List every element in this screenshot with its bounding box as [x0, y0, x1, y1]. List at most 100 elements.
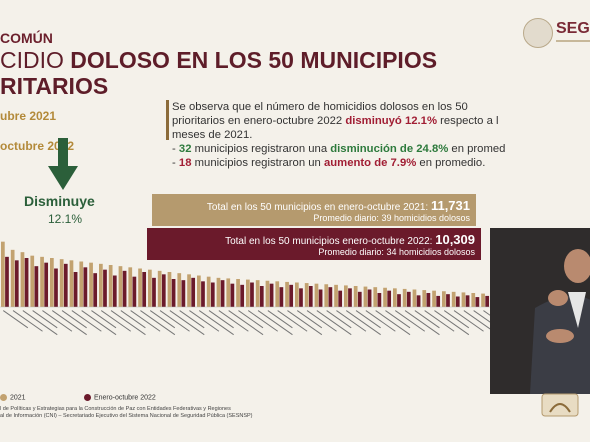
- category-label: [100, 310, 132, 332]
- category-label: [81, 310, 117, 336]
- down-arrow-icon: [48, 138, 78, 190]
- bar-2021: [246, 279, 250, 307]
- category-label: [277, 310, 308, 332]
- bar-2022: [269, 283, 274, 307]
- category-label: [463, 310, 490, 336]
- bar-2021: [197, 275, 201, 307]
- bar-2021: [128, 267, 133, 307]
- bar-2021: [40, 256, 44, 307]
- bar-2022: [318, 289, 323, 307]
- bar-2021: [324, 284, 329, 307]
- bar-2022: [5, 256, 9, 307]
- category-label: [208, 310, 234, 329]
- summary-line-2: prioritarios en enero-octubre 2022 dismi…: [172, 115, 499, 127]
- bar-2021: [187, 274, 191, 307]
- category-label: [169, 310, 205, 336]
- total-2021-box: Total en los 50 municipios en enero-octu…: [152, 194, 476, 226]
- category-label: [394, 310, 426, 332]
- bar-2022: [132, 276, 137, 307]
- category-label: [91, 310, 117, 329]
- bar-2021: [461, 292, 466, 307]
- speaker-video: [490, 228, 590, 394]
- bar-2021: [422, 290, 427, 307]
- bar-2021: [442, 291, 446, 307]
- source-line-2: al de Información (CNI) – Secretariado E…: [0, 413, 253, 419]
- bar-2022: [308, 286, 313, 307]
- category-label: [22, 310, 58, 336]
- bar-2021: [50, 258, 54, 307]
- bar-2021: [373, 287, 378, 307]
- category-label: [149, 310, 176, 329]
- bar-2022: [201, 281, 205, 307]
- bar-2021: [255, 280, 260, 307]
- chart-legend: 2021 Enero-octubre 2022: [0, 394, 156, 401]
- category-label: [287, 310, 323, 336]
- bar-2021: [118, 266, 123, 307]
- bar-2021: [79, 261, 84, 307]
- bar-2021: [481, 293, 485, 307]
- bar-2022: [191, 277, 196, 307]
- total-2022-line: Total en los 50 municipios enero-octubre…: [225, 232, 475, 247]
- title-light: CIDIO: [0, 47, 64, 73]
- summary-accent-line: [166, 100, 169, 140]
- legend-2021-swatch: [0, 394, 7, 401]
- category-label: [306, 310, 337, 332]
- bar-2021: [10, 249, 15, 307]
- category-label: [12, 310, 43, 332]
- bar-2021: [383, 287, 387, 307]
- bar-2022: [152, 277, 156, 307]
- category-label: [140, 310, 176, 336]
- bar-2022: [250, 282, 254, 307]
- category-label: [247, 310, 279, 332]
- bar-2022: [387, 290, 392, 307]
- bar-2021: [226, 278, 231, 307]
- bar-2022: [210, 282, 215, 307]
- bar-2022: [348, 288, 352, 307]
- bar-2022: [73, 272, 78, 307]
- slide-title: CIDIO DOLOSO EN LOS 50 MUNICIPIOS RITARI…: [0, 47, 437, 159]
- bar-2021: [167, 272, 172, 307]
- category-label: [159, 310, 190, 332]
- category-label: [473, 310, 490, 329]
- bar-2022: [181, 280, 186, 307]
- bar-2022: [475, 297, 480, 307]
- title-line2: RITARIOS: [0, 73, 109, 99]
- municipality-bar-chart: [0, 241, 490, 336]
- bar-2022: [44, 262, 49, 307]
- bar-2022: [34, 266, 39, 307]
- bar-2021: [216, 277, 221, 307]
- title-bold: DOLOSO EN LOS 50 MUNICIPIOS: [70, 47, 438, 73]
- bar-2021: [20, 252, 25, 307]
- bar-2021: [265, 280, 270, 307]
- bar-2021: [353, 286, 358, 307]
- bar-2022: [338, 290, 343, 307]
- category-label: [238, 310, 264, 329]
- bar-2021: [206, 276, 211, 307]
- bar-2021: [393, 288, 397, 307]
- bar-2021: [314, 283, 319, 307]
- category-label: [2, 310, 29, 329]
- category-label: [385, 310, 411, 329]
- category-label: [32, 310, 58, 329]
- bar-2021: [177, 273, 182, 307]
- category-label: [404, 310, 440, 336]
- legend-2022: Enero-octubre 2022: [93, 394, 156, 402]
- bar-2022: [171, 279, 176, 307]
- bar-2021: [69, 260, 74, 307]
- logo-underline: [556, 40, 590, 42]
- bar-2021: [59, 259, 64, 307]
- bar-2022: [14, 260, 19, 307]
- bar-2021: [451, 291, 456, 307]
- bar-2022: [279, 287, 284, 307]
- category-label: [130, 310, 161, 332]
- speaker-silhouette-icon: [490, 228, 590, 394]
- decrease-label: Disminuye: [24, 193, 95, 209]
- bar-2021: [304, 283, 309, 307]
- bar-2021: [363, 286, 368, 307]
- bar-2022: [426, 293, 431, 307]
- bar-2021: [275, 281, 280, 307]
- summary-text: Se observa que el número de homicidios d…: [166, 100, 590, 170]
- bar-2022: [397, 294, 401, 307]
- bar-2022: [485, 295, 490, 307]
- period-2021: ubre 2021: [0, 109, 57, 123]
